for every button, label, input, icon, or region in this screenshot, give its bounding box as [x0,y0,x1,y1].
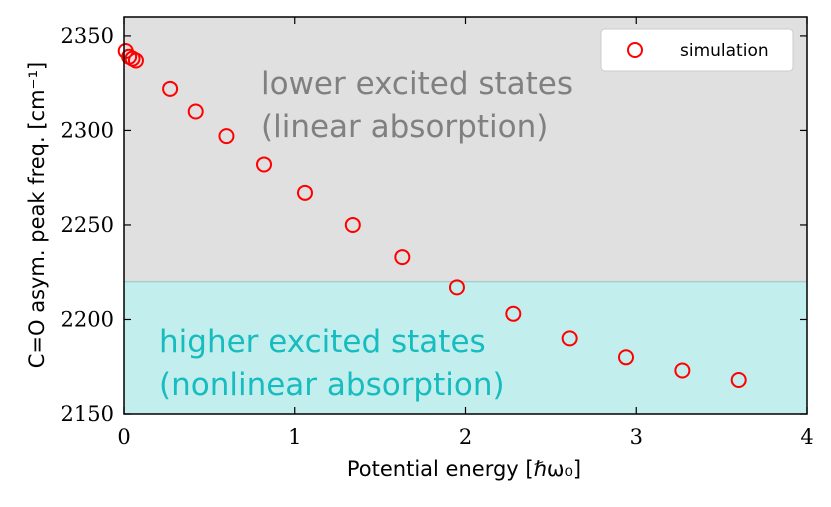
region-lower-label-line1: lower excited states [261,66,573,102]
data-point [162,80,179,97]
region-higher-label-line2: (nonlinear absorption) [159,367,505,403]
simulation-series [117,43,747,388]
region-higher-excited-states [124,281,807,414]
y-tick-label: 2200 [61,307,114,331]
legend-label-simulation: simulation [680,41,769,61]
data-point [448,279,465,296]
data-point [256,156,273,173]
y-tick-label: 2150 [61,402,114,426]
data-point [674,362,691,379]
y-axis-label: C=O asym. peak freq. [cm⁻¹] [25,62,49,369]
legend-marker-simulation [627,42,643,58]
y-tick-labels: 2150 2200 2250 2300 2350 [61,24,114,426]
data-point [505,305,522,322]
x-tick-label: 4 [800,425,813,449]
x-tick-label: 0 [117,425,130,449]
data-point [187,103,204,120]
y-tick-label: 2250 [61,213,114,237]
y-tick-label: 2350 [61,24,114,48]
data-point [561,330,578,347]
region-higher-label-line1: higher excited states [159,324,486,360]
data-point [730,371,747,388]
data-point [344,216,361,233]
plot-area: lower excited states (linear absorption)… [117,16,808,415]
x-tick-label: 3 [630,425,643,449]
x-tick-label: 1 [288,425,301,449]
region-lower-label-line2: (linear absorption) [261,109,548,145]
data-point [394,249,411,266]
legend-box [600,28,794,72]
data-point [618,349,635,366]
data-point [127,52,144,69]
data-point [218,128,235,145]
x-tick-labels: 0 1 2 3 4 [117,425,813,449]
y-tick-label: 2300 [61,118,114,142]
data-point [296,184,313,201]
legend: simulation [600,28,794,72]
x-tick-label: 2 [459,425,472,449]
x-axis-label: Potential energy [ℏω₀] [347,457,581,481]
axis-ticks [123,17,808,415]
